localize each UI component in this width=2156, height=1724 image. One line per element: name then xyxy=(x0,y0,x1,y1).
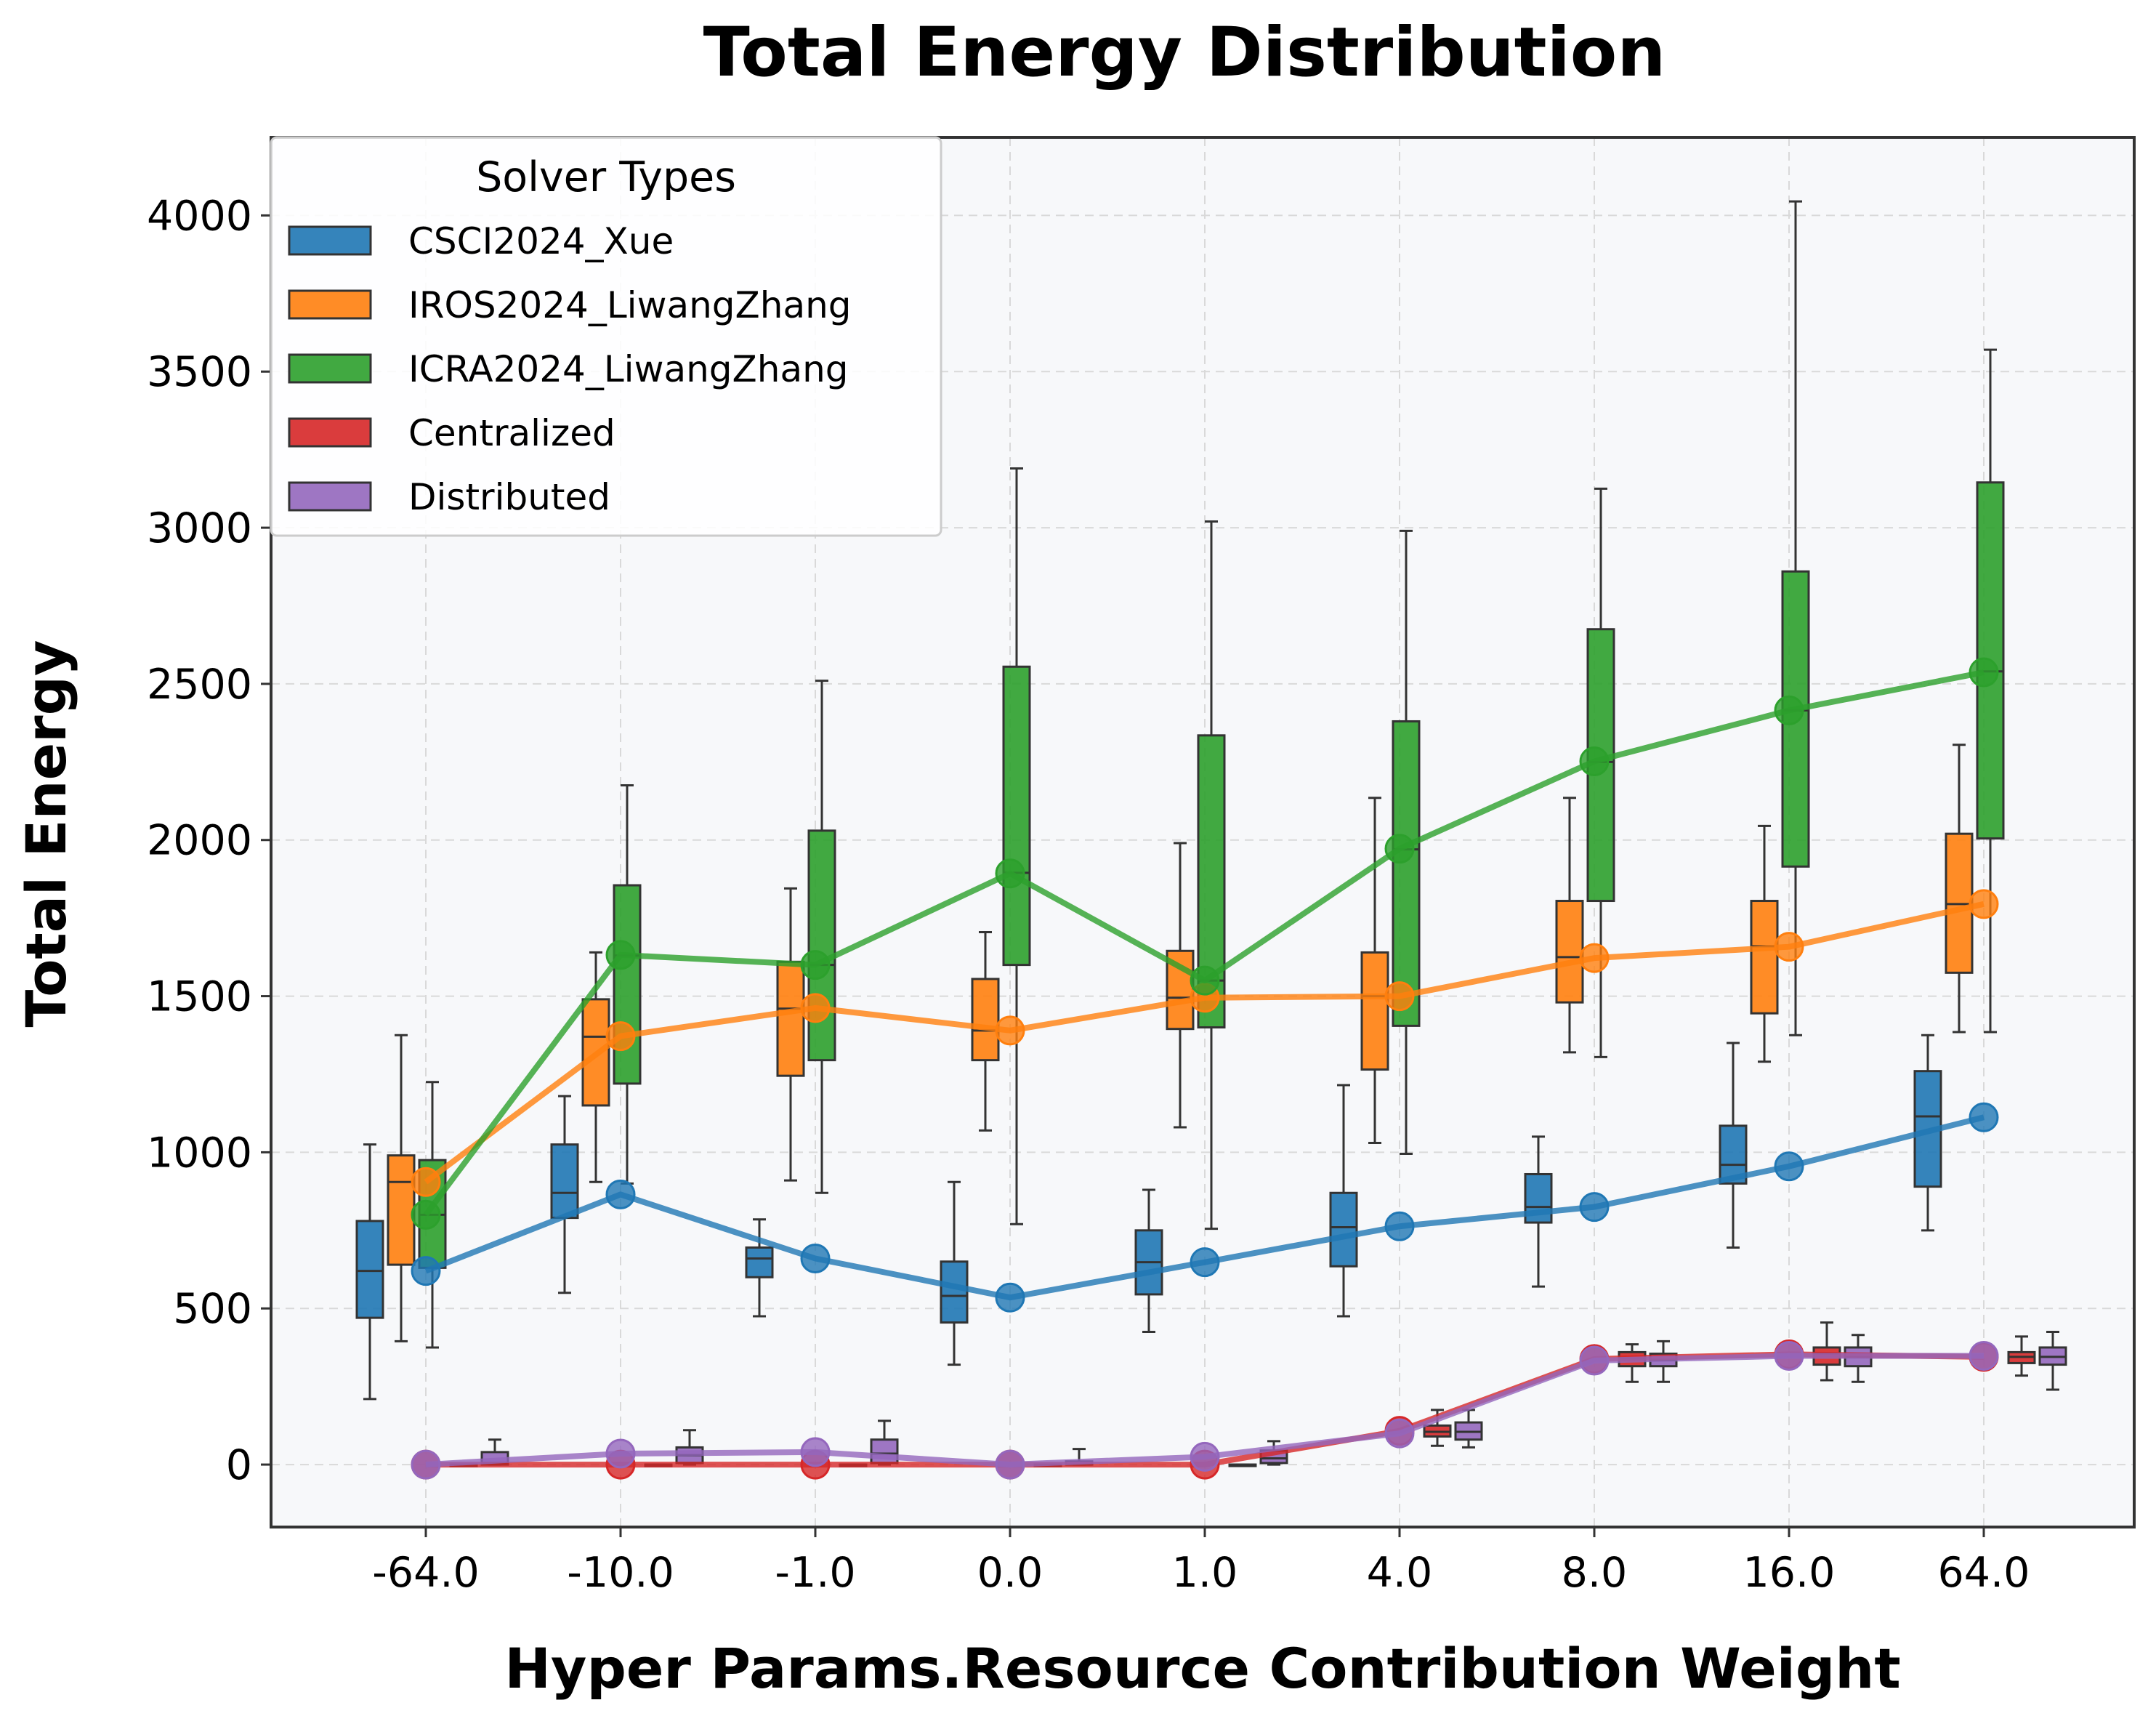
box xyxy=(388,1156,414,1265)
legend-label: IROS2024_LiwangZhang xyxy=(408,284,852,326)
y-tick-label: 500 xyxy=(173,1285,252,1333)
x-tick-label: -10.0 xyxy=(567,1549,674,1597)
legend-swatch xyxy=(289,419,371,446)
mean-point xyxy=(1775,933,1803,961)
x-tick-label: 4.0 xyxy=(1367,1549,1433,1597)
mean-point xyxy=(1775,1153,1803,1180)
mean-point xyxy=(996,1017,1024,1044)
legend-label: CSCI2024_Xue xyxy=(408,220,674,262)
mean-point xyxy=(1580,944,1608,972)
y-tick-label: 2000 xyxy=(147,817,252,865)
legend-swatch xyxy=(289,483,371,510)
box xyxy=(1751,901,1777,1014)
mean-point xyxy=(996,1451,1024,1478)
mean-point xyxy=(1970,1103,1998,1131)
y-tick-label: 1000 xyxy=(147,1129,252,1177)
x-axis-label: Hyper Params.Resource Contribution Weigh… xyxy=(504,1636,1900,1701)
box xyxy=(357,1221,383,1318)
x-tick-label: -1.0 xyxy=(775,1549,855,1597)
y-tick-label: 0 xyxy=(226,1441,252,1489)
box xyxy=(614,885,640,1084)
box xyxy=(746,1247,772,1277)
mean-point xyxy=(996,860,1024,887)
y-tick-label: 1500 xyxy=(147,973,252,1021)
legend-title: Solver Types xyxy=(476,153,736,201)
box xyxy=(1362,952,1388,1069)
box xyxy=(1331,1193,1357,1266)
mean-point xyxy=(1970,658,1998,686)
mean-point xyxy=(1386,1212,1413,1240)
mean-point xyxy=(1191,967,1219,994)
mean-point xyxy=(607,1180,634,1208)
legend: Solver Types CSCI2024_Xue IROS2024_Liwang… xyxy=(271,137,941,536)
box xyxy=(1393,721,1419,1026)
mean-point xyxy=(1580,1347,1608,1374)
y-tick-label: 4000 xyxy=(147,192,252,240)
box xyxy=(552,1145,578,1218)
box xyxy=(972,979,998,1060)
box xyxy=(1004,666,1030,964)
y-tick-label: 2500 xyxy=(147,661,252,709)
legend-swatch xyxy=(289,355,371,382)
mean-point xyxy=(1580,1193,1608,1221)
mean-point xyxy=(802,994,829,1022)
mean-point xyxy=(802,951,829,979)
mean-point xyxy=(607,1440,634,1467)
x-tick-label: 16.0 xyxy=(1743,1549,1836,1597)
x-tick-label: 1.0 xyxy=(1172,1549,1238,1597)
mean-point xyxy=(1775,696,1803,724)
legend-label: Distributed xyxy=(408,476,610,518)
mean-point xyxy=(1580,747,1608,775)
mean-point xyxy=(1191,1443,1219,1470)
chart-title: Total Energy Distribution xyxy=(703,13,1666,92)
mean-point xyxy=(1775,1342,1803,1370)
x-tick-label: -64.0 xyxy=(372,1549,479,1597)
x-tick-label: 0.0 xyxy=(977,1549,1043,1597)
box xyxy=(1557,901,1583,1003)
mean-point xyxy=(1970,1342,1998,1370)
mean-point xyxy=(1191,1249,1219,1276)
y-axis-label: Total Energy xyxy=(14,640,78,1027)
box xyxy=(778,962,804,1076)
mean-point xyxy=(1386,1419,1413,1447)
mean-point xyxy=(1970,890,1998,918)
mean-point xyxy=(996,1284,1024,1311)
legend-label: Centralized xyxy=(408,412,615,454)
mean-point xyxy=(1386,835,1413,863)
mean-point xyxy=(412,1168,440,1196)
mean-point xyxy=(412,1451,440,1478)
box xyxy=(809,831,835,1060)
mean-point xyxy=(802,1244,829,1272)
mean-point xyxy=(607,1023,634,1050)
x-tick-label: 64.0 xyxy=(1938,1549,2030,1597)
mean-point xyxy=(607,941,634,969)
mean-point xyxy=(1386,983,1413,1010)
mean-point xyxy=(802,1438,829,1466)
legend-swatch xyxy=(289,227,371,254)
legend-label: ICRA2024_LiwangZhang xyxy=(408,348,849,390)
y-tick-label: 3000 xyxy=(147,504,252,552)
legend-swatch xyxy=(289,291,371,318)
mean-point xyxy=(412,1257,440,1285)
y-tick-label: 3500 xyxy=(147,348,252,396)
box xyxy=(941,1262,967,1323)
mean-point xyxy=(412,1201,440,1228)
x-tick-label: 8.0 xyxy=(1562,1549,1628,1597)
